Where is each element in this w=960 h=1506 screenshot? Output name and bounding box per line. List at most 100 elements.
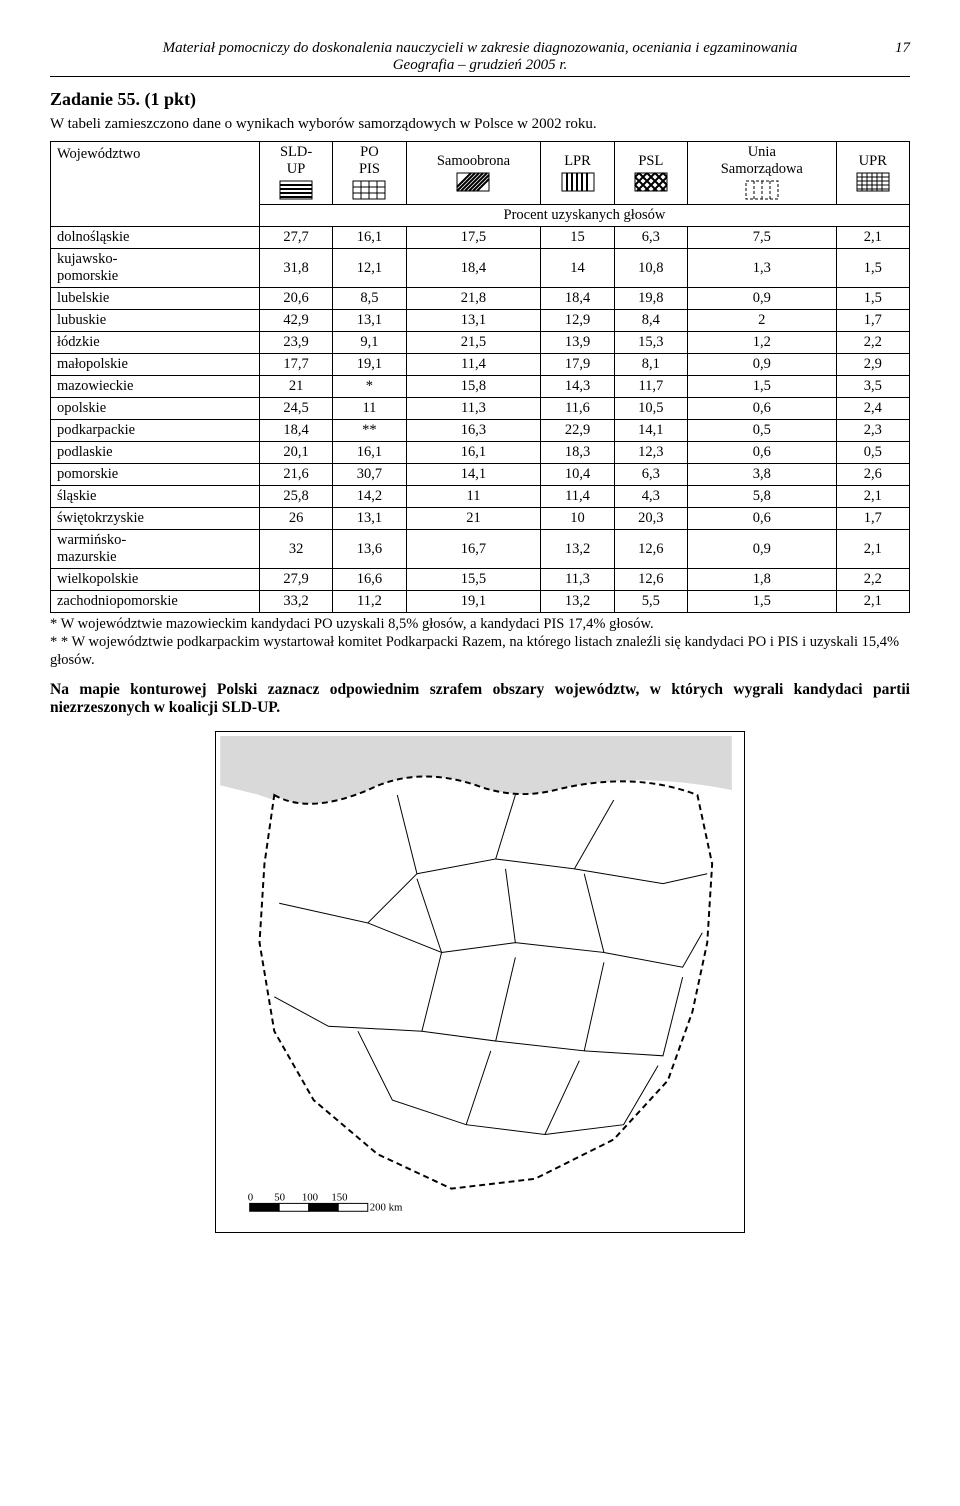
hstripes-icon [266, 180, 326, 200]
col-wojewodztwo-label: Województwo [57, 146, 253, 163]
poland-map: 0 50 100 150 200 km [215, 731, 745, 1233]
cell: 10,8 [614, 249, 687, 288]
cell: 18,3 [541, 442, 614, 464]
cell: 5,8 [688, 486, 837, 508]
cell: 8,4 [614, 310, 687, 332]
cell: 1,7 [836, 310, 909, 332]
table-body: dolnośląskie27,716,117,5156,37,52,1kujaw… [51, 227, 910, 613]
row-label: mazowieckie [51, 376, 260, 398]
row-label: podlaskie [51, 442, 260, 464]
cell: 2,4 [836, 398, 909, 420]
row-label: opolskie [51, 398, 260, 420]
cell: 21,8 [406, 288, 541, 310]
col-wojewodztwo: Województwo [51, 142, 260, 227]
cell: 18,4 [406, 249, 541, 288]
row-label: kujawsko- pomorskie [51, 249, 260, 288]
cell: 1,5 [688, 376, 837, 398]
task-title: Zadanie 55. (1 pkt) [50, 89, 910, 110]
page-header: Materiał pomocniczy do doskonalenia nauc… [50, 40, 910, 77]
cell: 16,3 [406, 420, 541, 442]
cell: 11 [333, 398, 406, 420]
crosshatch-icon [843, 172, 903, 192]
cell: 8,1 [614, 354, 687, 376]
cell: 15,3 [614, 332, 687, 354]
footnote-1: * W województwie mazowieckim kandydaci P… [50, 615, 910, 633]
cell: 17,5 [406, 227, 541, 249]
cell: 11,2 [333, 591, 406, 613]
cell: 31,8 [259, 249, 332, 288]
footnote-2: * * W województwie podkarpackim wystarto… [50, 633, 910, 669]
table-row: lubuskie42,913,113,112,98,421,7 [51, 310, 910, 332]
col-samoobrona: Samoobrona [406, 142, 541, 205]
cell: 16,1 [406, 442, 541, 464]
cell: 14 [541, 249, 614, 288]
cell: 9,1 [333, 332, 406, 354]
cell: 2,2 [836, 332, 909, 354]
cell: 12,9 [541, 310, 614, 332]
cell: 23,9 [259, 332, 332, 354]
cell: 14,1 [406, 464, 541, 486]
table-row: wielkopolskie27,916,615,511,312,61,82,2 [51, 569, 910, 591]
col-unia: Unia Samorządowa [688, 142, 837, 205]
cell: 10,4 [541, 464, 614, 486]
col-popis: PO PIS [333, 142, 406, 205]
cell: 13,9 [541, 332, 614, 354]
row-label: łódzkie [51, 332, 260, 354]
col-label: PO PIS [339, 144, 399, 178]
cell: 6,3 [614, 464, 687, 486]
table-row: śląskie25,814,21111,44,35,82,1 [51, 486, 910, 508]
cell: 21 [259, 376, 332, 398]
cell: 13,1 [333, 310, 406, 332]
cell: 7,5 [688, 227, 837, 249]
cell: 12,3 [614, 442, 687, 464]
col-lpr: LPR [541, 142, 614, 205]
cell: 8,5 [333, 288, 406, 310]
cell: 15,5 [406, 569, 541, 591]
cell: 27,9 [259, 569, 332, 591]
cell: 1,3 [688, 249, 837, 288]
results-table: Województwo SLD- UP PO PIS Samoobrona [50, 141, 910, 613]
cell: 0,5 [836, 442, 909, 464]
cell: 2,1 [836, 486, 909, 508]
row-label: wielkopolskie [51, 569, 260, 591]
cell: 42,9 [259, 310, 332, 332]
cell: 19,1 [333, 354, 406, 376]
cell: 20,1 [259, 442, 332, 464]
table-row: małopolskie17,719,111,417,98,10,92,9 [51, 354, 910, 376]
cell: 18,4 [541, 288, 614, 310]
cell: 30,7 [333, 464, 406, 486]
cell: 1,5 [688, 591, 837, 613]
cell: 11,3 [406, 398, 541, 420]
cell: 19,8 [614, 288, 687, 310]
cell: 21,5 [406, 332, 541, 354]
cell: 12,6 [614, 530, 687, 569]
cell: 25,8 [259, 486, 332, 508]
cell: 13,6 [333, 530, 406, 569]
cell: 1,5 [836, 249, 909, 288]
row-label: zachodniopomorskie [51, 591, 260, 613]
cell: 17,7 [259, 354, 332, 376]
cell: 1,7 [836, 508, 909, 530]
col-psl: PSL [614, 142, 687, 205]
row-label: lubelskie [51, 288, 260, 310]
col-label: Unia Samorządowa [694, 144, 830, 178]
vstripes-icon [547, 172, 607, 192]
table-row: opolskie24,51111,311,610,50,62,4 [51, 398, 910, 420]
cell: 20,6 [259, 288, 332, 310]
diag2-icon [621, 172, 681, 192]
row-label: pomorskie [51, 464, 260, 486]
cell: 0,6 [688, 508, 837, 530]
cell: 15,8 [406, 376, 541, 398]
cell: 17,9 [541, 354, 614, 376]
scale-bar: 0 50 100 150 200 km [248, 1192, 403, 1214]
table-row: łódzkie23,99,121,513,915,31,22,2 [51, 332, 910, 354]
cell: 12,6 [614, 569, 687, 591]
col-upr: UPR [836, 142, 909, 205]
cell: 13,1 [406, 310, 541, 332]
table-row: zachodniopomorskie33,211,219,113,25,51,5… [51, 591, 910, 613]
table-row: podlaskie20,116,116,118,312,30,60,5 [51, 442, 910, 464]
cell: 2,2 [836, 569, 909, 591]
cell: 2,6 [836, 464, 909, 486]
task-instruction: Na mapie konturowej Polski zaznacz odpow… [50, 681, 910, 717]
task-intro: W tabeli zamieszczono dane o wynikach wy… [50, 116, 910, 133]
